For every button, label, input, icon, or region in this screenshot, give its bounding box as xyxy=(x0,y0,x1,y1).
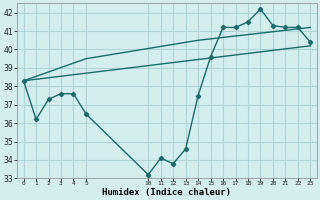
X-axis label: Humidex (Indice chaleur): Humidex (Indice chaleur) xyxy=(102,188,231,197)
